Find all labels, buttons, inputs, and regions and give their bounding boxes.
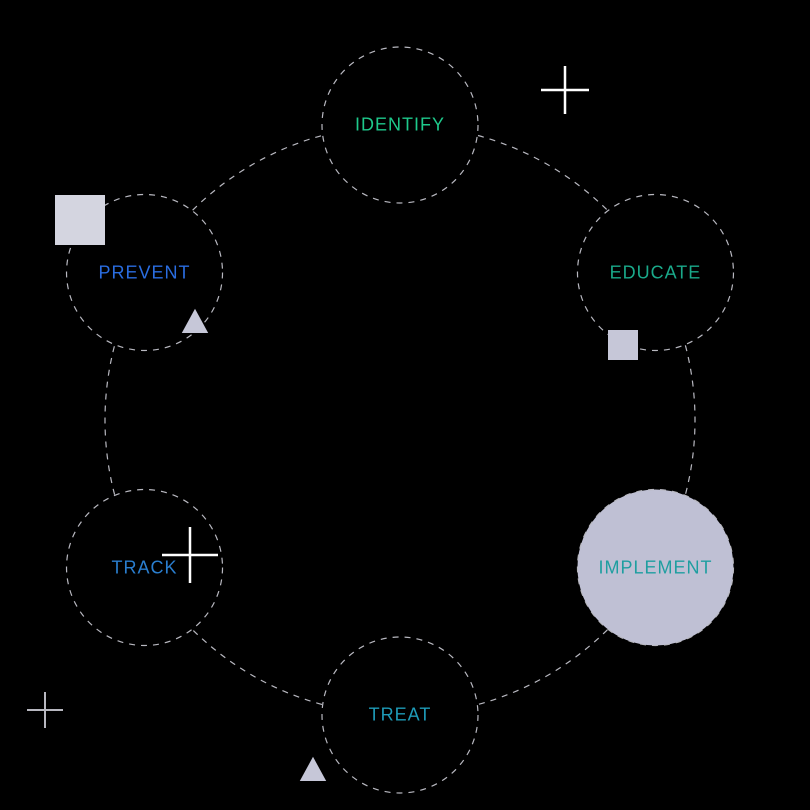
plus-icon (27, 692, 63, 728)
node-label-implement: IMPLEMENT (598, 557, 712, 578)
ring-arc (193, 630, 322, 705)
node-label-identify: IDENTIFY (355, 115, 445, 136)
ring-arc (478, 630, 607, 705)
ring-arc (478, 135, 607, 210)
ring-arc (685, 345, 695, 494)
square-icon (55, 195, 105, 245)
node-label-track: TRACK (112, 557, 178, 578)
ring-arc (193, 135, 322, 210)
ring-arc (105, 345, 115, 494)
node-label-educate: EDUCATE (610, 262, 702, 283)
plus-icon (541, 66, 589, 114)
cycle-diagram: IDENTIFY EDUCATE IMPLEMENT TREAT TRACK PREVEN… (0, 0, 810, 810)
node-label-treat: TREAT (369, 705, 432, 726)
node-label-prevent: PREVENT (99, 262, 191, 283)
triangle-icon (182, 309, 208, 333)
triangle-icon (300, 757, 326, 781)
square-icon (608, 330, 638, 360)
